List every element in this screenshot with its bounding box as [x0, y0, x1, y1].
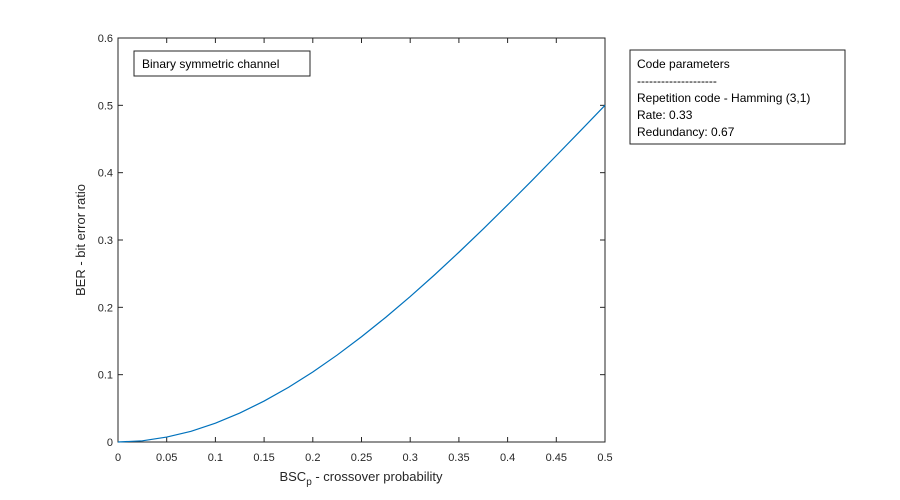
- axes-box: [117, 37, 606, 443]
- x-tick-label: 0.5: [597, 452, 612, 464]
- y-tick-label: 0.1: [98, 370, 113, 382]
- y-tick-label: 0.2: [98, 302, 113, 314]
- x-tick-label: 0.15: [253, 452, 274, 464]
- annotation-box: Binary symmetric channel: [133, 50, 311, 77]
- legend-line-code: Repetition code - Hamming (3,1): [637, 91, 810, 105]
- annotation-text: Binary symmetric channel: [142, 57, 279, 71]
- legend-box: Code parameters -------------------- Rep…: [629, 49, 846, 145]
- x-axis-label-main: BSC: [279, 469, 306, 484]
- x-tick-label: 0.35: [448, 452, 469, 464]
- x-tick-label: 0.3: [403, 452, 418, 464]
- annotation-frame: [133, 50, 311, 77]
- legend-line-separator: --------------------: [637, 74, 717, 88]
- y-axis-label: BER - bit error ratio: [73, 184, 88, 296]
- y-tick-label: 0.4: [98, 168, 113, 180]
- x-tick-label: 0: [115, 452, 121, 464]
- y-tick-label: 0.3: [98, 235, 113, 247]
- x-tick-label: 0.05: [156, 452, 177, 464]
- x-tick-label: 0.25: [351, 452, 372, 464]
- x-tick-label: 0.45: [546, 452, 567, 464]
- x-axis-label: BSCp - crossover probability: [279, 469, 443, 488]
- legend-line-redundancy: Redundancy: 0.67: [637, 125, 735, 139]
- y-tick-label: 0.5: [98, 100, 113, 112]
- legend-line-rate: Rate: 0.33: [637, 108, 693, 122]
- x-tick-label: 0.1: [208, 452, 223, 464]
- legend-line-title: Code parameters: [637, 57, 730, 71]
- x-tick-label: 0.2: [305, 452, 320, 464]
- series-layer: [117, 104, 606, 443]
- x-axis-label-subscript: p: [306, 477, 312, 488]
- x-axis-ticks: 0 0.05 0.1 0.15 0.2 0.25 0.3 0.35 0.4 0.45 0.5: [115, 38, 613, 464]
- series-line-0: [117, 104, 606, 443]
- y-tick-label: 0.6: [98, 33, 113, 45]
- x-tick-label: 0.4: [500, 452, 515, 464]
- legend-frame: [629, 49, 846, 145]
- x-axis-label-suffix: - crossover probability: [312, 469, 443, 484]
- y-tick-label: 0: [107, 437, 113, 449]
